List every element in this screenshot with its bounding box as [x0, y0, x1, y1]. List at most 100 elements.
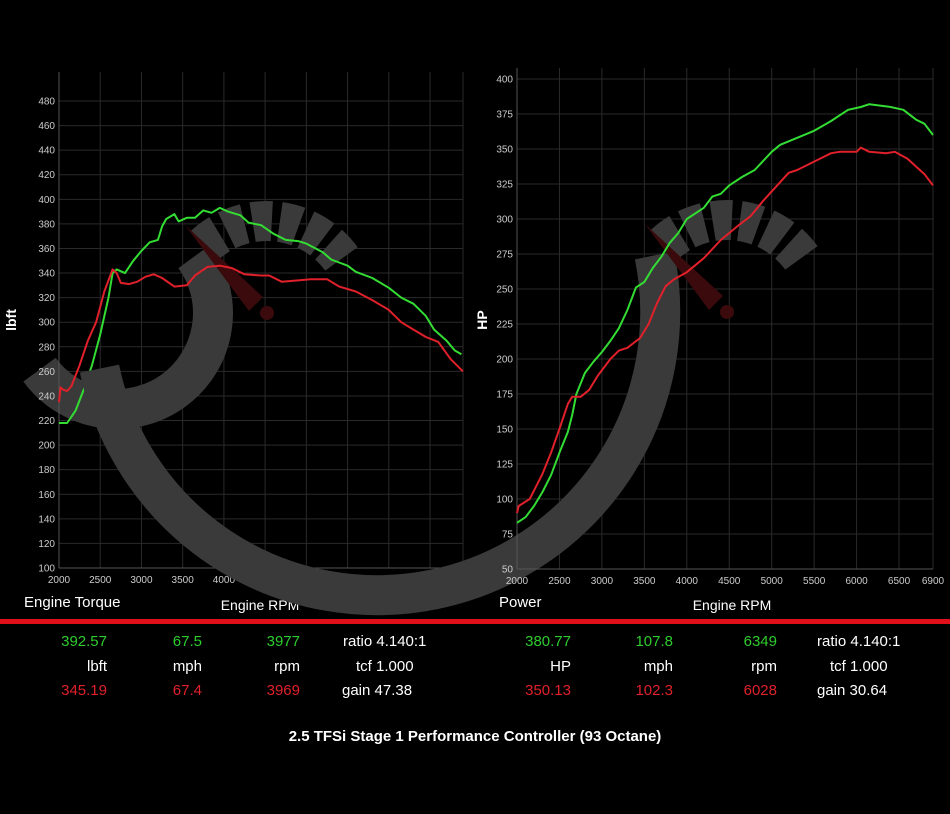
- y-tick-label: 380: [38, 219, 55, 230]
- torque-rpm-unit: rpm: [274, 658, 300, 675]
- watermark-gauge-segment: [217, 204, 251, 249]
- power-gain: gain 30.64: [817, 682, 888, 699]
- y-tick-label: 440: [38, 146, 55, 157]
- y-tick-label: 375: [496, 110, 513, 121]
- x-tick-label: 4000: [676, 576, 699, 587]
- watermark-gauge-segment: [736, 201, 766, 245]
- power-unit: HP: [550, 658, 571, 675]
- watermark-gauge-segment: [709, 200, 733, 241]
- y-tick-label: 320: [38, 293, 55, 304]
- power-chart: 50 75 100 125 150 175 200 225 250 275 300 325 350 375…: [79, 68, 945, 616]
- y-tick-label: 140: [38, 514, 55, 525]
- power-mph-unit: mph: [643, 658, 673, 675]
- x-tick-label: 6500: [888, 576, 911, 587]
- y-tick-label: 50: [502, 565, 514, 576]
- y-tick-label: 200: [38, 441, 55, 452]
- watermark-gauge-segment: [756, 210, 795, 255]
- torque-before-value: 345.19: [61, 682, 107, 699]
- x-tick-label: 5500: [803, 576, 826, 587]
- power-before-mph: 102.3: [635, 682, 673, 699]
- power-ratio: ratio 4.140:1: [817, 633, 901, 650]
- x-tick-label: 4500: [718, 576, 741, 587]
- power-before-rpm: 6028: [743, 682, 777, 699]
- x-tick-label: 3500: [633, 576, 656, 587]
- y-tick-label: 300: [496, 215, 513, 226]
- y-tick-label: 400: [38, 195, 55, 206]
- x-tick-label: 3000: [591, 576, 614, 587]
- y-tick-label: 280: [38, 342, 55, 353]
- y-tick-label: 480: [38, 97, 55, 108]
- dyno-charts: 100 120 140 160 180 200 220 240 260 280 300 320 340 3…: [3, 68, 945, 616]
- y-tick-label: 150: [496, 425, 513, 436]
- watermark-c-logo: [23, 244, 233, 429]
- torque-after-mph: 67.5: [172, 633, 202, 650]
- y-tick-label: 350: [496, 145, 513, 156]
- torque-tcf: tcf 1.000: [356, 658, 414, 675]
- x-tick-label: 6000: [845, 576, 868, 587]
- y-tick-label: 175: [496, 390, 513, 401]
- y-tick-label: 400: [496, 75, 513, 86]
- y-tick-label: 220: [38, 416, 55, 427]
- watermark-needle: [185, 225, 263, 311]
- x-tick-label: 6900: [922, 576, 945, 587]
- torque-gain: gain 47.38: [342, 682, 413, 699]
- x-tick-label: 5000: [761, 576, 784, 587]
- x-tick-label: 3000: [130, 575, 153, 586]
- watermark-gauge-segment: [190, 216, 231, 261]
- power-after-mph: 107.8: [635, 633, 673, 650]
- y-tick-label: 100: [38, 564, 55, 575]
- y-axis-label: lbft: [3, 309, 19, 331]
- chart-title: Engine Torque: [24, 594, 120, 611]
- y-axis-label: HP: [474, 310, 490, 329]
- watermark-c-logo: [79, 251, 681, 616]
- x-tick-label: 2000: [48, 575, 71, 586]
- torque-before-rpm: 3969: [266, 682, 300, 699]
- y-tick-label: 160: [38, 490, 55, 501]
- before-series-line: [516, 146, 934, 514]
- x-tick-label: 2000: [506, 576, 529, 587]
- y-tick-label: 460: [38, 121, 55, 132]
- after-series-line: [516, 103, 934, 524]
- x-tick-label: 2500: [89, 575, 112, 586]
- y-tick-label: 200: [496, 355, 513, 366]
- watermark-gauge-segment: [296, 211, 335, 256]
- divider-bar: [0, 619, 950, 624]
- watermark-gauge-segment: [276, 202, 306, 246]
- y-tick-label: 100: [496, 495, 513, 506]
- watermark-gauge-segment: [774, 228, 818, 271]
- y-tick-label: 300: [38, 318, 55, 329]
- y-tick-label: 250: [496, 285, 513, 296]
- torque-chart: 100 120 140 160 180 200 220 240 260 280 300 320 340 3…: [3, 72, 475, 613]
- y-tick-label: 240: [38, 391, 55, 402]
- watermark-gauge-segment: [314, 229, 358, 272]
- x-tick-label: 2500: [548, 576, 571, 587]
- x-tick-label: 3500: [172, 575, 195, 586]
- watermark-needle-hub: [260, 306, 274, 320]
- y-tick-label: 325: [496, 180, 513, 191]
- torque-unit: lbft: [86, 658, 107, 675]
- y-tick-label: 360: [38, 244, 55, 255]
- torque-mph-unit: mph: [172, 658, 202, 675]
- y-tick-label: 120: [38, 539, 55, 550]
- torque-after-value: 392.57: [61, 633, 107, 650]
- y-tick-label: 340: [38, 269, 55, 280]
- torque-ratio: ratio 4.140:1: [343, 633, 427, 650]
- power-rpm-unit: rpm: [751, 658, 777, 675]
- watermark-needle: [645, 224, 723, 310]
- power-before-value: 350.13: [525, 682, 571, 699]
- power-after-value: 380.77: [525, 633, 571, 650]
- footer-title: 2.5 TFSi Stage 1 Performance Controller …: [288, 728, 662, 745]
- chart-title: Power: [499, 594, 542, 611]
- y-tick-label: 275: [496, 250, 513, 261]
- watermark-needle-hub: [720, 305, 734, 319]
- y-tick-label: 225: [496, 320, 513, 331]
- y-tick-label: 260: [38, 367, 55, 378]
- torque-before-mph: 67.4: [172, 682, 202, 699]
- x-axis-label: Engine RPM: [221, 597, 300, 613]
- y-tick-label: 420: [38, 170, 55, 181]
- watermark-gauge-segment: [249, 201, 273, 242]
- x-tick-label: 4000: [213, 575, 236, 586]
- power-after-rpm: 6349: [743, 633, 777, 650]
- power-tcf: tcf 1.000: [830, 658, 888, 675]
- watermark-gauge-segment: [677, 203, 711, 248]
